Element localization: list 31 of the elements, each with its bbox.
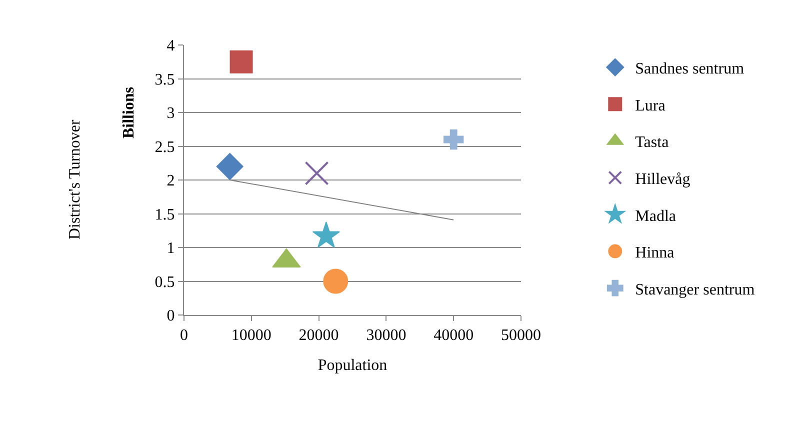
x-tick-label: 20000	[298, 327, 339, 344]
y-tick-label: 0.5	[154, 274, 175, 291]
text: Billions	[120, 86, 138, 138]
y-tick-label: 3	[166, 105, 175, 122]
legend-label: Hinna	[635, 244, 674, 262]
x-tick-label: 30000	[366, 327, 406, 344]
y-tick-label: 2.5	[154, 138, 175, 156]
legend-label: Stavanger sentrum	[635, 281, 756, 298]
y-axis-title: District's Turnover	[66, 119, 84, 240]
y-tick-label: 1.5	[154, 206, 175, 224]
point	[444, 129, 464, 150]
point	[312, 222, 340, 248]
legend-label: Madla	[635, 208, 676, 225]
legend-label: Sandnes sentrum	[635, 60, 745, 78]
y-tick-label: 2	[166, 172, 175, 190]
legend-label: Hillevåg	[635, 170, 690, 188]
x-tick-label: 0	[180, 327, 188, 344]
x-axis-title: Population	[318, 356, 388, 374]
x-tick-label: 10000	[231, 327, 272, 344]
point	[230, 50, 253, 74]
point	[323, 268, 348, 294]
y-tick-label: 0	[166, 308, 175, 325]
y-tick-label: 4	[166, 38, 175, 55]
legend-label: Lura	[635, 97, 666, 114]
y-tick-label: 3.5	[154, 71, 175, 88]
x-tick-label: 50000	[501, 327, 541, 344]
y-tick-label: 1	[166, 240, 175, 258]
point	[216, 153, 244, 180]
point	[304, 161, 329, 186]
x-tick-label: 40000	[434, 327, 474, 344]
legend-label: Tasta	[635, 134, 669, 152]
